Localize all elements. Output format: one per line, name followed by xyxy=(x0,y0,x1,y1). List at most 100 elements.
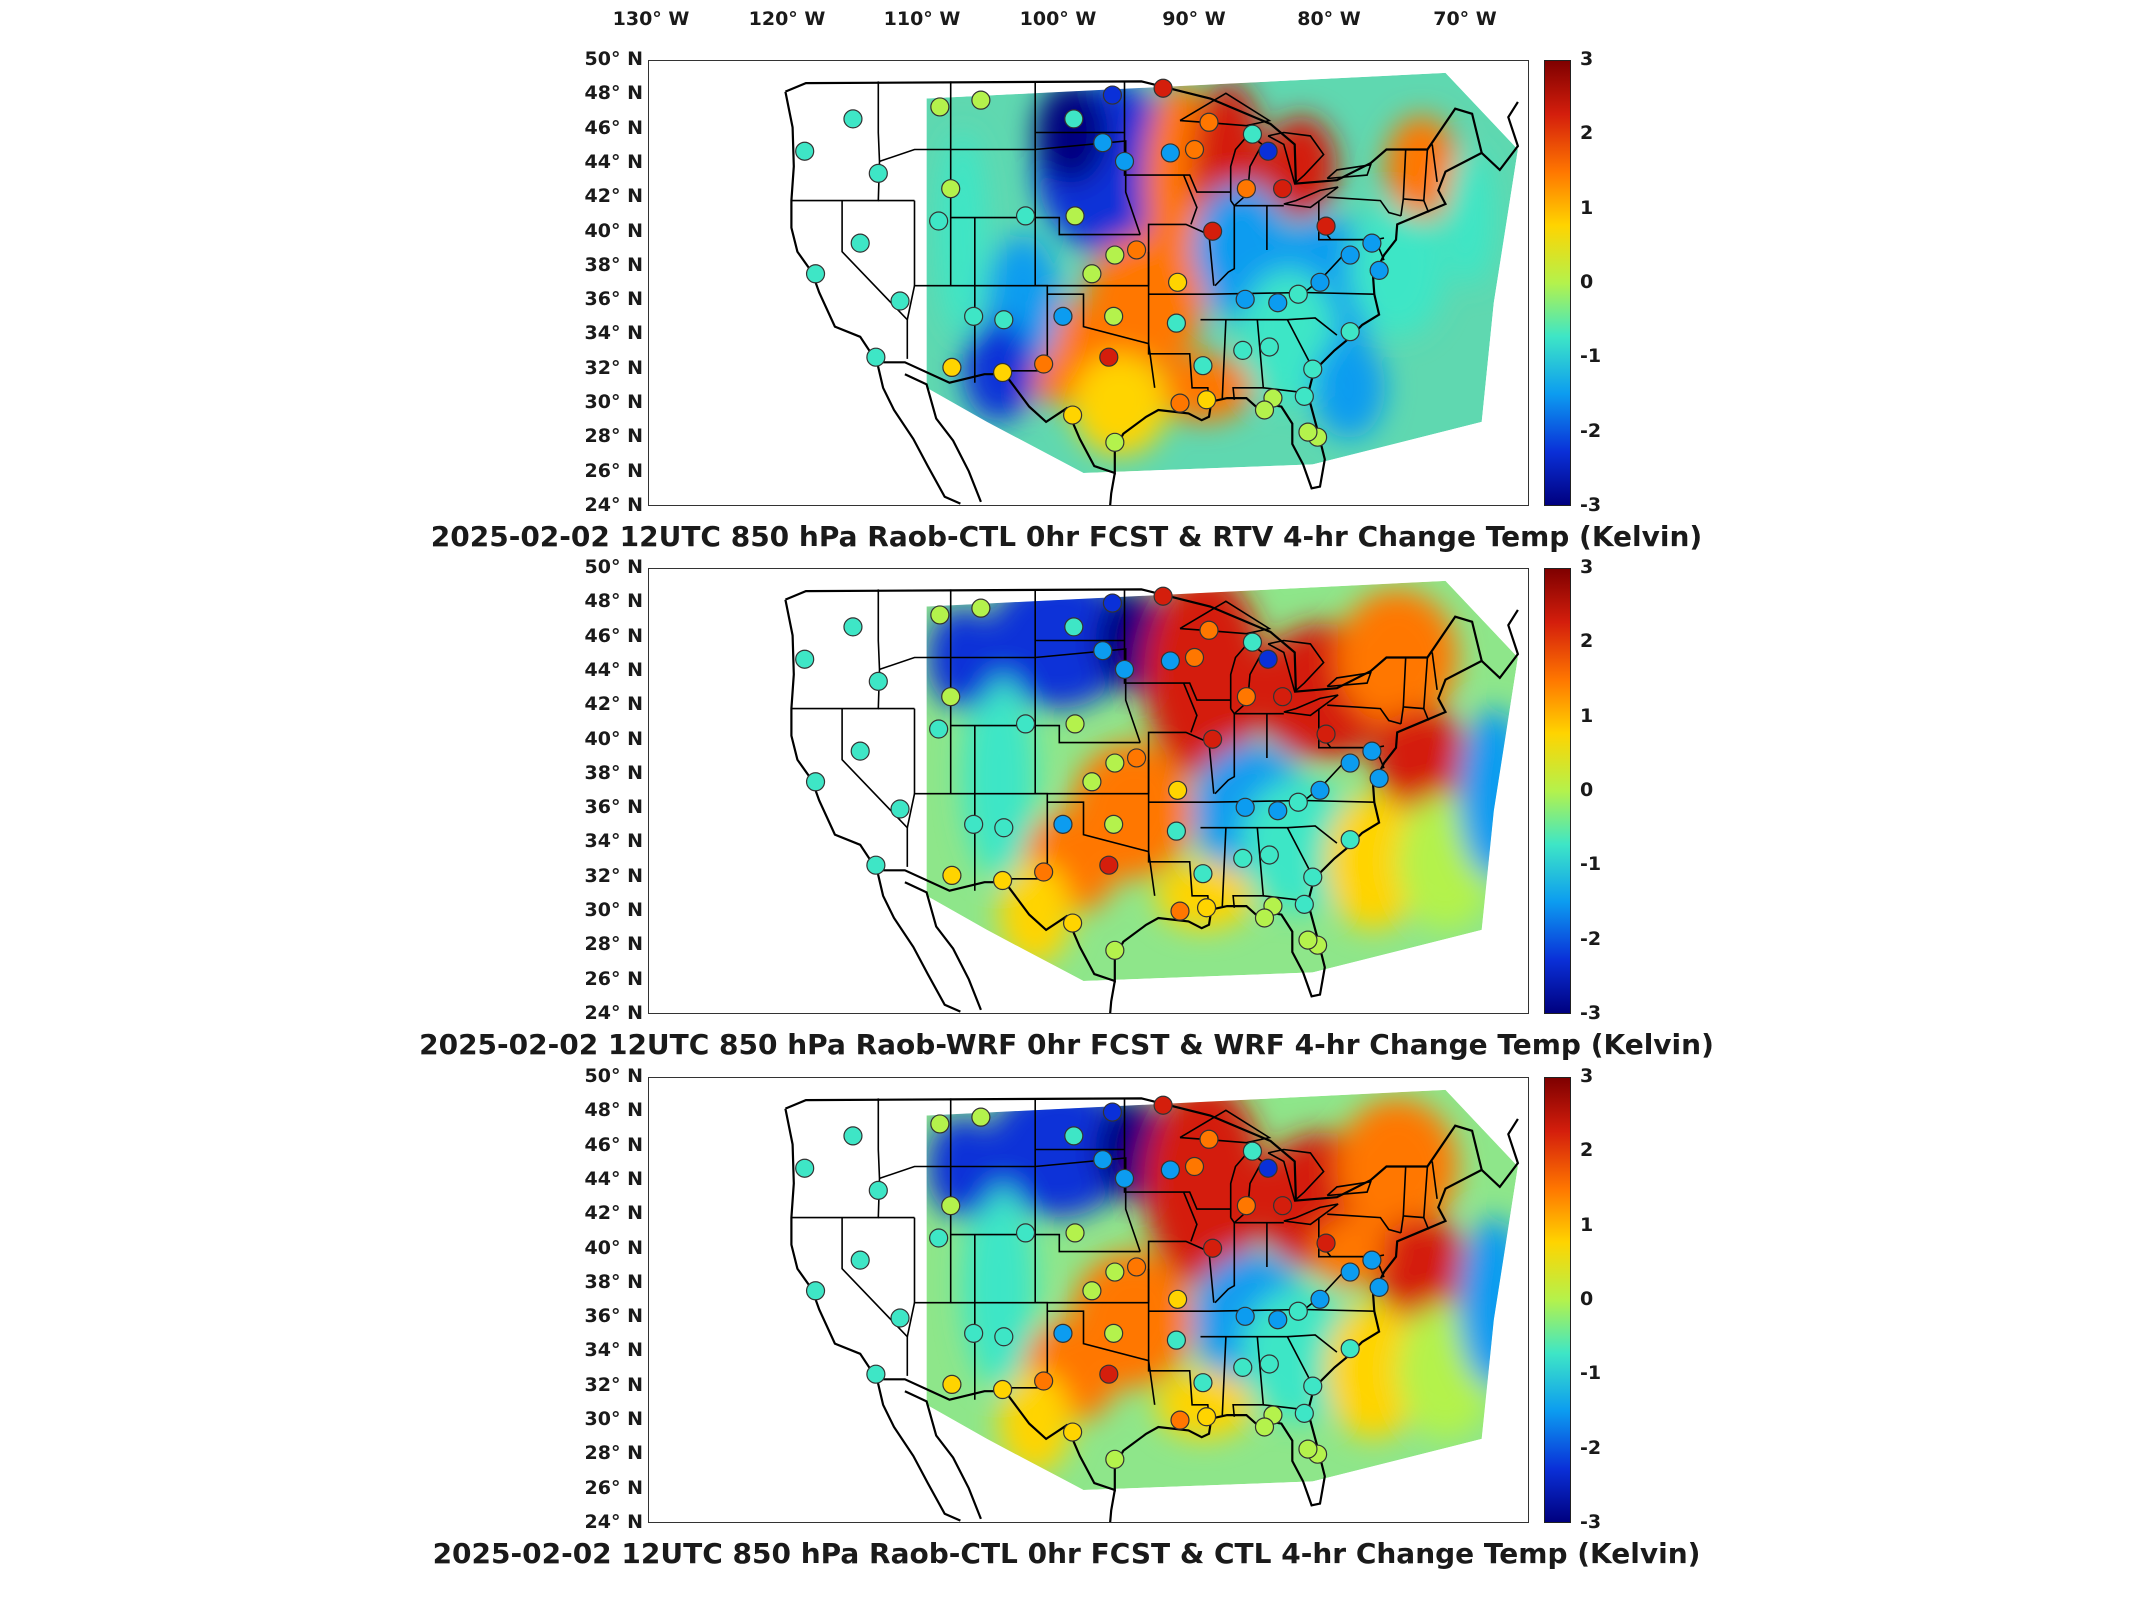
raob-station-marker xyxy=(795,649,815,669)
raob-station-marker xyxy=(1082,264,1102,284)
state-boundary xyxy=(1147,731,1215,794)
lat-label: 46° N xyxy=(584,624,643,647)
coastline xyxy=(876,870,961,1013)
map-frame xyxy=(648,568,1529,1014)
raob-station-marker xyxy=(850,233,870,253)
colorbar-tick-label: 3 xyxy=(1580,48,1594,70)
lat-label: 30° N xyxy=(584,391,643,414)
coastline xyxy=(1480,1118,1520,1189)
state-boundary xyxy=(1182,682,1198,733)
raob-station-marker xyxy=(1303,359,1323,379)
state-boundary xyxy=(1326,163,1372,180)
field-region xyxy=(1324,793,1422,930)
raob-station-marker xyxy=(1202,221,1223,241)
raob-station-marker xyxy=(1034,1371,1054,1391)
state-boundary xyxy=(1214,1222,1236,1304)
state-boundary xyxy=(1147,223,1215,286)
raob-station-marker xyxy=(1340,1339,1360,1359)
raob-station-marker xyxy=(993,870,1013,891)
coastline xyxy=(1109,472,1116,505)
field-region xyxy=(1324,1302,1422,1439)
state-boundary xyxy=(1403,1166,1429,1219)
raob-station-marker xyxy=(1064,617,1084,637)
lat-label: 40° N xyxy=(584,219,643,242)
coastline xyxy=(1109,980,1116,1013)
map-panel-3: 50° N 48° N 46° N 44° N 42° N 40° N 38° N 36° N… xyxy=(0,1065,2133,1587)
raob-station-marker xyxy=(993,362,1013,383)
raob-station-marker xyxy=(929,211,949,231)
state-boundary xyxy=(1123,81,1231,193)
raob-station-marker xyxy=(1102,593,1123,613)
raob-station-marker xyxy=(890,291,910,311)
raob-station-marker xyxy=(1063,913,1083,933)
raob-station-marker xyxy=(1034,354,1054,374)
raob-station-marker xyxy=(1254,400,1275,420)
lat-label: 28° N xyxy=(584,1442,643,1465)
raob-station-marker xyxy=(843,109,863,129)
state-boundary xyxy=(1326,1180,1372,1197)
raob-station-marker xyxy=(1369,768,1389,788)
lat-label: 28° N xyxy=(584,933,643,956)
coastline xyxy=(784,588,1483,998)
state-boundary xyxy=(1123,1098,1231,1210)
state-boundary xyxy=(1214,713,1236,795)
raob-station-marker xyxy=(1242,632,1263,652)
raob-station-marker xyxy=(1294,386,1314,406)
raob-station-marker xyxy=(971,90,991,110)
state-boundary xyxy=(1182,1191,1198,1242)
state-boundary xyxy=(950,216,1141,236)
raob-station-marker xyxy=(1242,1141,1263,1161)
raob-station-marker xyxy=(930,97,950,117)
colorbar-tick-label: -3 xyxy=(1580,1002,1602,1024)
colorbar-tick-label: -1 xyxy=(1580,853,1602,876)
raob-station-marker xyxy=(795,141,815,161)
state-boundary xyxy=(879,81,952,163)
raob-station-marker xyxy=(805,264,826,284)
raob-station-marker xyxy=(1254,1417,1275,1437)
raob-station-marker xyxy=(1170,1410,1190,1430)
lat-label: 36° N xyxy=(584,288,643,311)
lat-label: 32° N xyxy=(584,864,643,887)
coastline xyxy=(904,881,982,1011)
field-region xyxy=(1457,708,1518,879)
lon-label: 70° W xyxy=(1433,8,1497,30)
raob-station-marker xyxy=(1196,898,1217,918)
state-boundary xyxy=(1147,1268,1210,1419)
raob-station-marker xyxy=(1114,1168,1135,1189)
colorbar-tick-label: -3 xyxy=(1580,494,1602,516)
raob-station-marker xyxy=(1167,780,1188,800)
raob-station-marker xyxy=(1114,151,1135,172)
raob-station-marker xyxy=(994,818,1014,838)
raob-station-marker xyxy=(942,1374,962,1395)
colorbar-tick-label: -2 xyxy=(1580,419,1602,442)
state-boundary xyxy=(1267,1148,1325,1203)
state-boundary xyxy=(1221,1336,1227,1416)
state-boundary xyxy=(879,589,952,671)
raob-station-marker xyxy=(1236,1196,1256,1216)
raob-station-marker xyxy=(1093,641,1113,661)
raob-station-marker xyxy=(1053,1323,1073,1343)
raob-station-marker xyxy=(1170,393,1190,413)
raob-station-marker xyxy=(1268,801,1288,821)
raob-station-marker xyxy=(1065,714,1085,734)
state-boundary xyxy=(1147,1240,1215,1303)
lon-label: 130° W xyxy=(612,8,690,30)
raob-station-marker xyxy=(866,347,886,367)
raob-station-marker xyxy=(1202,1238,1223,1258)
raob-station-marker xyxy=(1340,322,1360,342)
raob-station-marker xyxy=(1166,313,1186,333)
lat-label: 32° N xyxy=(584,1373,643,1396)
field-region xyxy=(1312,336,1386,439)
colorbar-tick-label: 2 xyxy=(1580,630,1594,653)
coastline xyxy=(876,1379,961,1522)
raob-station-marker xyxy=(1160,143,1180,163)
map-frame xyxy=(648,1077,1529,1523)
raob-station-marker xyxy=(805,1281,826,1301)
lat-label: 48° N xyxy=(584,1099,643,1122)
raob-station-marker xyxy=(1160,1160,1180,1180)
raob-station-marker xyxy=(805,772,826,792)
raob-station-marker xyxy=(1310,272,1330,292)
raob-station-marker xyxy=(942,357,962,378)
colorbar xyxy=(1544,1077,1571,1523)
raob-station-marker xyxy=(1316,724,1336,744)
